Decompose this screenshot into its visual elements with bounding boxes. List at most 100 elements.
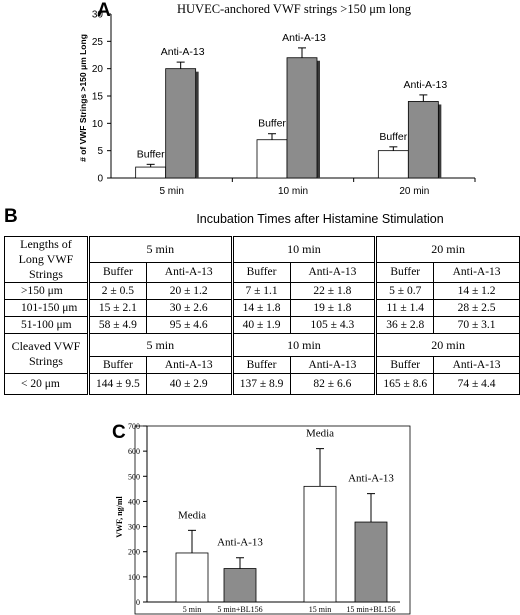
x-tick-label: 20 min: [399, 186, 429, 197]
cleaved-header-cell: Cleaved VWF Strings: [4, 333, 89, 374]
panel-c-letter: C: [112, 422, 126, 443]
bar: [286, 57, 318, 179]
chart-a-bars: Buffer Buffer Buffer Anti-A-13 Anti-A-13 Anti…: [135, 32, 447, 179]
x-tick-label: 15 min+BL156: [346, 605, 395, 614]
y-tick-label: 10: [92, 119, 104, 130]
row-label: 101-150 μm: [4, 299, 89, 317]
col-header-buffer: Buffer: [230, 262, 291, 283]
table-cell: 74 ± 4.4: [433, 373, 520, 395]
x-tick-label: 5 min: [183, 605, 201, 614]
bar-label: Anti-A-13: [161, 46, 205, 58]
table-cell: 70 ± 3.1: [433, 316, 520, 334]
bar-label: Buffer: [379, 131, 407, 143]
time-group-5min: 5 min: [86, 235, 233, 264]
col-header-anti: Anti-A-13: [433, 356, 520, 374]
col-header-buffer: Buffer: [374, 356, 435, 374]
bar-label: Anti-A-13: [282, 32, 326, 44]
bar: [165, 68, 197, 179]
bar: [303, 485, 337, 603]
time-group-20min: 20 min: [374, 235, 520, 264]
table-subheader-row: Buffer Anti-A-13 Buffer Anti-A-13 Buffer…: [5, 356, 520, 374]
lengths-header-line-3: Strings: [28, 267, 63, 281]
table-cell: 137 ± 8.9: [230, 373, 291, 395]
y-tick-label: 200: [128, 548, 140, 557]
y-tick-label: 0: [97, 174, 103, 185]
bar: [354, 521, 388, 603]
col-header-anti: Anti-A-13: [433, 262, 520, 283]
table-cell: 95 ± 4.6: [145, 316, 233, 334]
col-header-anti: Anti-A-13: [289, 356, 377, 374]
panel-b-letter: B: [4, 206, 18, 227]
y-tick-label: 400: [128, 497, 140, 506]
time-group-20min: 20 min: [374, 333, 520, 357]
y-tick-label: 5: [97, 146, 103, 157]
bar: [175, 552, 209, 603]
y-tick-label: 300: [128, 523, 140, 532]
table-cell: 40 ± 2.9: [145, 373, 233, 395]
table-cell: 5 ± 0.7: [374, 282, 435, 300]
y-tick-label: 30: [92, 10, 104, 21]
table-cell: 14 ± 1.2: [433, 282, 520, 300]
col-header-buffer: Buffer: [86, 356, 147, 374]
bar-label: Anti-A-13: [217, 537, 263, 549]
col-header-anti: Anti-A-13: [145, 356, 233, 374]
table-cell: 82 ± 6.6: [289, 373, 377, 395]
lengths-header-line-1: Lengths of: [20, 237, 72, 251]
col-header-buffer: Buffer: [374, 262, 435, 283]
lengths-header-line-2: Long VWF: [18, 252, 74, 266]
table-cell: 15 ± 2.1: [86, 299, 147, 317]
table-cell: 144 ± 9.5: [86, 373, 147, 395]
x-tick-label: 5 min: [159, 186, 183, 197]
bar: [135, 166, 167, 179]
y-tick-label: 25: [92, 37, 104, 48]
bar-label: Media: [178, 509, 206, 521]
panel-c-chart: VWF, ng/ml 0 100 200 300 400 500 600 700 5 min 5 …: [115, 422, 411, 615]
y-tick-label: 15: [92, 92, 104, 103]
row-label: < 20 μm: [4, 373, 89, 395]
chart-c-frame: [134, 425, 411, 615]
x-tick-label: 10 min: [278, 186, 308, 197]
table-header-row-1: Lengths of Long VWF Strings 5 min 10 min…: [4, 235, 520, 283]
y-tick-label: 700: [128, 422, 140, 431]
bar-label: Buffer: [137, 148, 165, 160]
chart-c-bars: Media Anti-A-13 Media Anti-A-13: [175, 428, 394, 603]
x-tick-label: 5 min+BL156: [217, 605, 262, 614]
chart-c-y-axis-label: VWF, ng/ml: [115, 495, 124, 537]
y-tick-label: 600: [128, 447, 140, 456]
cleaved-header-line-1: Cleaved VWF: [11, 338, 81, 353]
row-label: 51-100 μm: [4, 316, 89, 334]
panel-b-table: Lengths of Long VWF Strings 5 min 10 min…: [4, 235, 520, 395]
table-cell: 36 ± 2.8: [374, 316, 435, 334]
bar-label: Anti-A-13: [403, 79, 447, 91]
table-row: 51-100 μm 58 ± 4.9 95 ± 4.6 40 ± 1.9 105…: [4, 316, 520, 334]
table-row: >150 μm 2 ± 0.5 20 ± 1.2 7 ± 1.1 22 ± 1.…: [4, 282, 520, 300]
bar-label: Buffer: [258, 118, 286, 130]
row-label: >150 μm: [4, 282, 89, 300]
table-cell: 7 ± 1.1: [230, 282, 291, 300]
col-header-anti: Anti-A-13: [145, 262, 233, 283]
chart-a-y-axis-label: # of VWF Strings >150 μm Long: [78, 34, 88, 162]
table-row: 101-150 μm 15 ± 2.1 30 ± 2.6 14 ± 1.8 19…: [4, 299, 520, 317]
y-tick-label: 0: [136, 598, 140, 607]
table-cell: 11 ± 1.4: [374, 299, 435, 317]
bar-label: Anti-A-13: [348, 473, 394, 485]
y-tick-label: 500: [128, 472, 140, 481]
cleaved-header-line-2: Strings: [28, 353, 63, 368]
table-row: < 20 μm 144 ± 9.5 40 ± 2.9 137 ± 8.9 82 …: [4, 373, 520, 395]
col-header-anti: Anti-A-13: [289, 262, 377, 283]
col-header-buffer: Buffer: [86, 262, 147, 283]
panel-a-chart: HUVEC-anchored VWF strings >150 μm long …: [78, 2, 476, 197]
table-cell: 30 ± 2.6: [145, 299, 233, 317]
bar: [256, 139, 288, 179]
y-tick-label: 20: [92, 64, 104, 75]
bar: [377, 150, 409, 179]
table-cell: 19 ± 1.8: [289, 299, 377, 317]
x-tick-label: 15 min: [309, 605, 331, 614]
bar-label: Media: [306, 428, 334, 440]
table-cell: 14 ± 1.8: [230, 299, 291, 317]
chart-a-title: HUVEC-anchored VWF strings >150 μm long: [177, 2, 412, 16]
panel-b-title: Incubation Times after Histamine Stimula…: [196, 212, 444, 226]
table-cell: 105 ± 4.3: [289, 316, 377, 334]
y-tick-label: 100: [128, 573, 140, 582]
table-cell: 165 ± 8.6: [374, 373, 435, 395]
